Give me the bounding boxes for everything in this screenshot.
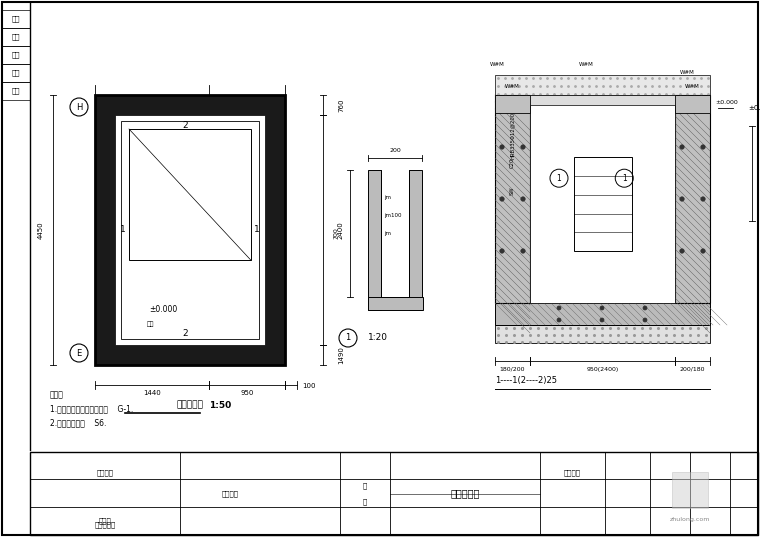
Text: 检视: 检视 (11, 52, 21, 59)
Bar (2, 82, 30, 100)
Circle shape (701, 145, 705, 149)
Bar (409, 170, 422, 310)
Text: jm100: jm100 (384, 214, 401, 219)
Text: H: H (76, 103, 82, 112)
Text: 集水井平面: 集水井平面 (176, 401, 204, 410)
Text: 图纸编号: 图纸编号 (564, 469, 581, 476)
Bar (2, 46, 30, 64)
Text: 950(2400): 950(2400) (587, 366, 619, 372)
Text: HRB335Φ12@200: HRB335Φ12@200 (510, 112, 515, 158)
Text: 2: 2 (182, 330, 188, 338)
Circle shape (643, 318, 647, 322)
Circle shape (500, 197, 504, 201)
Bar (129, 129, 251, 260)
Bar (121, 121, 259, 339)
Circle shape (679, 145, 684, 149)
Text: 1----1(2----2)25: 1----1(2----2)25 (495, 376, 557, 386)
Circle shape (701, 249, 705, 253)
Text: 1:20: 1:20 (368, 333, 388, 343)
Bar (530, 95, 675, 105)
Circle shape (557, 318, 561, 322)
Text: C20: C20 (510, 158, 515, 168)
Text: 底板: 底板 (147, 321, 154, 327)
Text: 950: 950 (240, 390, 254, 396)
Text: 1.混凝土强度等级详见图纸    G-1.: 1.混凝土强度等级详见图纸 G-1. (50, 404, 133, 413)
Bar (495, 95, 530, 303)
Text: ±0.000: ±0.000 (715, 100, 738, 105)
Text: 页: 页 (363, 498, 367, 505)
Text: W#M: W#M (490, 62, 505, 68)
Text: 1440: 1440 (143, 390, 161, 396)
Bar (495, 303, 710, 325)
Bar (95, 95, 285, 365)
Text: ±0.000: ±0.000 (149, 306, 177, 315)
Text: 设计者: 设计者 (99, 518, 112, 524)
Text: 页: 页 (363, 482, 367, 489)
Text: 100: 100 (302, 383, 315, 389)
Text: W#M: W#M (505, 84, 520, 90)
Text: 4450: 4450 (38, 221, 44, 239)
Bar (2, 28, 30, 46)
Bar (495, 75, 710, 95)
Text: 2400: 2400 (338, 221, 344, 239)
Text: 工程名称: 工程名称 (97, 469, 113, 476)
Circle shape (557, 306, 561, 310)
Text: SW: SW (510, 187, 515, 195)
Text: jm: jm (384, 195, 391, 200)
Text: 1:50: 1:50 (209, 401, 231, 410)
Bar (675, 95, 710, 303)
Text: 760: 760 (338, 98, 344, 112)
Text: W#M: W#M (680, 70, 695, 76)
Text: 工况: 工况 (11, 34, 21, 40)
Text: 2.其他构造要求    S6.: 2.其他构造要求 S6. (50, 418, 106, 427)
Text: 1: 1 (254, 226, 260, 235)
Text: 制图: 制图 (11, 70, 21, 76)
Text: E: E (76, 349, 81, 358)
Text: 技术负责人: 技术负责人 (94, 522, 116, 528)
Circle shape (500, 249, 504, 253)
Text: 说明：: 说明： (50, 390, 64, 400)
Circle shape (600, 318, 604, 322)
Bar (495, 325, 710, 343)
Circle shape (500, 145, 504, 149)
Text: 700: 700 (334, 228, 338, 240)
Bar (30, 452, 758, 535)
Text: zhulong.com: zhulong.com (670, 518, 710, 523)
Circle shape (521, 249, 525, 253)
Text: 200/180: 200/180 (679, 366, 705, 372)
Bar (2, 64, 30, 82)
Text: 1: 1 (120, 226, 126, 235)
Bar (368, 170, 381, 310)
Bar (368, 297, 423, 310)
Text: 版权: 版权 (11, 16, 21, 23)
Circle shape (701, 197, 705, 201)
Text: 1: 1 (556, 173, 562, 183)
Bar (675, 95, 710, 113)
Text: W#M: W#M (578, 62, 593, 68)
Text: 180/200: 180/200 (500, 366, 525, 372)
Text: 2: 2 (182, 121, 188, 130)
Circle shape (521, 145, 525, 149)
Text: 200: 200 (389, 149, 401, 154)
Circle shape (521, 197, 525, 201)
Text: jm: jm (384, 231, 391, 236)
Bar (2, 10, 30, 28)
Text: 日期: 日期 (11, 88, 21, 95)
Circle shape (600, 306, 604, 310)
Text: 集水井大样: 集水井大样 (451, 489, 480, 498)
Bar (574, 157, 632, 251)
Circle shape (679, 197, 684, 201)
Text: 1490: 1490 (338, 346, 344, 364)
Text: 1: 1 (345, 333, 350, 343)
Circle shape (643, 306, 647, 310)
Text: W#M: W#M (685, 84, 700, 90)
Circle shape (679, 249, 684, 253)
Text: 工程名称: 工程名称 (221, 490, 239, 497)
Text: ±0.000: ±0.000 (748, 105, 760, 111)
Bar (115, 115, 265, 345)
Text: 1: 1 (622, 173, 627, 183)
Bar (495, 95, 530, 113)
Bar (530, 95, 675, 303)
